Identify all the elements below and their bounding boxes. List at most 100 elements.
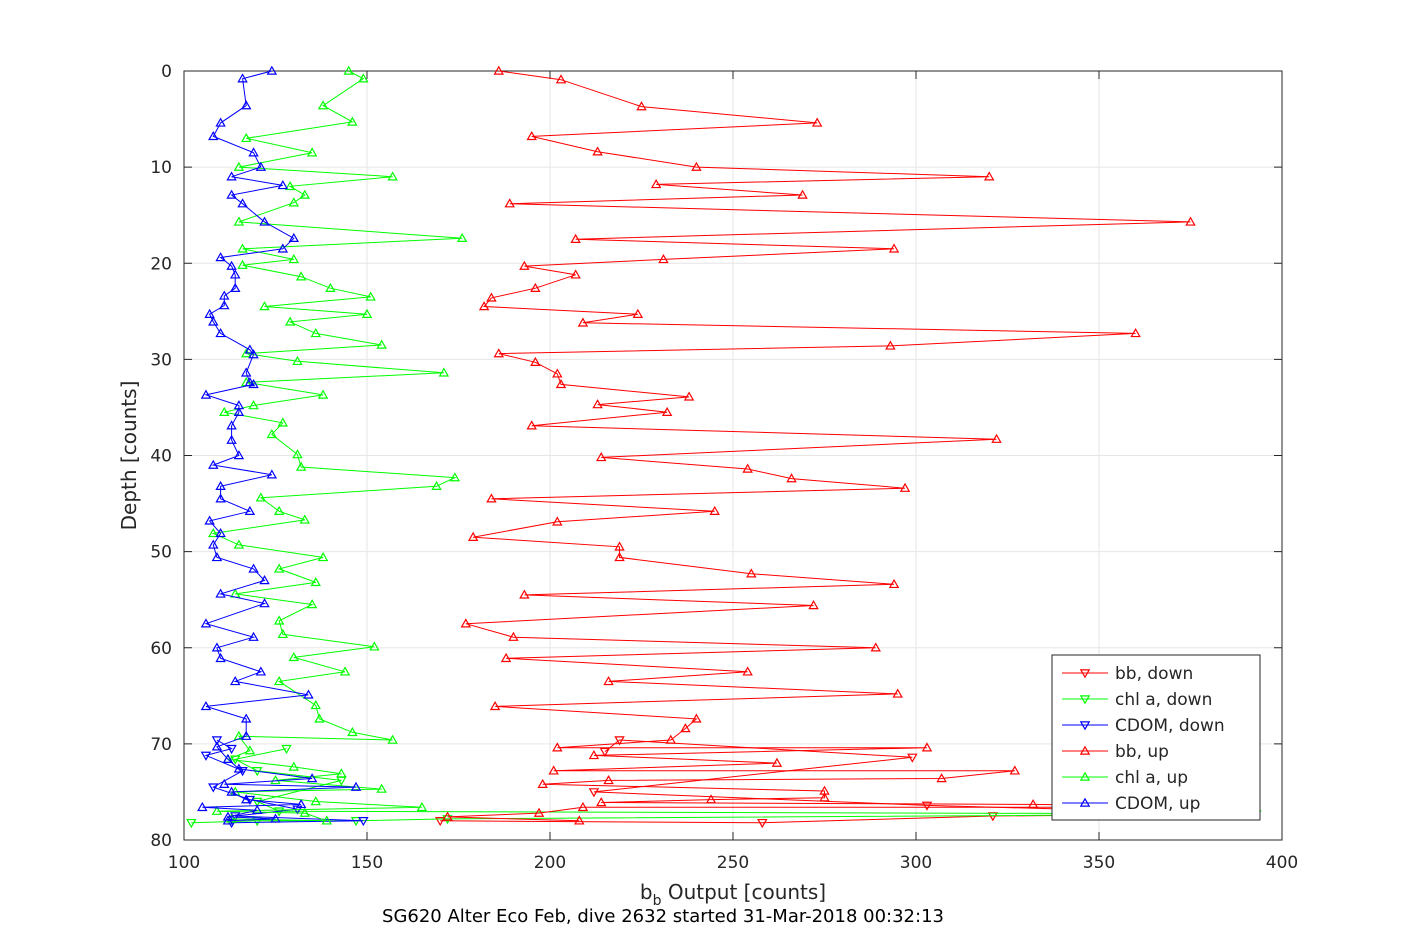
- data-point: [248, 349, 259, 359]
- data-point: [237, 73, 248, 83]
- data-point: [303, 689, 314, 699]
- data-point: [797, 189, 808, 199]
- data-point: [658, 253, 669, 264]
- data-point: [248, 147, 259, 157]
- data-point: [907, 753, 918, 763]
- data-point: [680, 723, 691, 733]
- ticks: 100 150 200 250 300 350 400 0 10 20 30 40 50 60 70 80: [150, 62, 1298, 873]
- data-point: [314, 713, 325, 723]
- y-tick-label: 0: [161, 62, 172, 82]
- data-point: [273, 615, 285, 625]
- data-point: [596, 452, 607, 462]
- data-point: [361, 308, 373, 318]
- data-point: [936, 773, 947, 783]
- data-point: [885, 340, 896, 350]
- data-point: [215, 480, 226, 491]
- data-point: [808, 600, 819, 610]
- data-point: [204, 515, 215, 525]
- data-point: [248, 400, 259, 410]
- data-point: [577, 317, 589, 327]
- legend-marker: [1079, 771, 1091, 781]
- data-point: [347, 116, 358, 126]
- data-point: [599, 747, 611, 757]
- x-tick-label: 400: [1266, 853, 1298, 873]
- y-tick-label: 30: [150, 350, 172, 370]
- data-point: [592, 146, 603, 156]
- data-point: [493, 65, 504, 75]
- legend-label: chl a, up: [1115, 768, 1188, 788]
- data-point: [211, 642, 223, 652]
- data-point: [991, 433, 1002, 443]
- data-point: [299, 807, 311, 817]
- data-point: [614, 551, 625, 562]
- data-point: [434, 817, 446, 827]
- data-point: [215, 652, 226, 663]
- data-point: [588, 788, 600, 798]
- data-point: [310, 700, 321, 710]
- data-point: [222, 811, 234, 821]
- data-point: [288, 232, 300, 243]
- data-point: [552, 368, 563, 378]
- data-point: [691, 161, 702, 171]
- data-point: [519, 260, 530, 270]
- data-point: [449, 472, 461, 482]
- data-point: [295, 271, 307, 281]
- data-point: [365, 291, 376, 301]
- data-point: [226, 260, 237, 270]
- data-point: [215, 328, 226, 338]
- legend-marker: [1079, 745, 1091, 755]
- data-point: [442, 815, 453, 825]
- data-point: [742, 463, 753, 473]
- data-point: [508, 631, 519, 641]
- data-point: [219, 300, 230, 310]
- data-point: [570, 269, 581, 279]
- data-point: [288, 253, 300, 264]
- data-point: [222, 815, 234, 825]
- data-point: [266, 469, 278, 479]
- data-point: [526, 130, 537, 141]
- data-point: [343, 65, 354, 75]
- data-point: [259, 301, 270, 311]
- legend-marker: [1079, 797, 1091, 807]
- legend-box: [1051, 654, 1261, 821]
- data-point: [819, 792, 830, 802]
- data-point: [226, 434, 237, 444]
- data-point: [237, 198, 248, 208]
- data-point: [709, 505, 720, 516]
- data-point: [208, 783, 219, 793]
- data-point: [574, 815, 585, 825]
- data-point: [416, 801, 428, 812]
- series-bb-up: [442, 65, 1251, 825]
- data-point: [292, 449, 303, 459]
- data-point: [456, 232, 468, 243]
- y-tick-label: 80: [150, 831, 172, 851]
- data-point: [757, 818, 768, 829]
- data-point: [467, 531, 479, 541]
- data-point: [226, 744, 237, 755]
- data-point: [219, 290, 230, 300]
- legend-label: chl a, down: [1115, 690, 1212, 710]
- data-point: [208, 527, 219, 538]
- data-point: [500, 652, 512, 663]
- data-point: [240, 100, 252, 110]
- data-point: [350, 781, 362, 791]
- data-point: [215, 493, 226, 503]
- data-point: [292, 355, 303, 366]
- data-point: [284, 180, 296, 191]
- data-point: [321, 815, 332, 825]
- data-point: [921, 742, 933, 752]
- data-point: [888, 243, 900, 253]
- data-point: [230, 675, 241, 686]
- data-point: [288, 761, 300, 771]
- data-point: [240, 730, 252, 740]
- data-point: [552, 742, 563, 752]
- data-point: [661, 406, 673, 416]
- data-point: [691, 713, 702, 723]
- data-point: [888, 578, 900, 589]
- legend-item: CDOM, up: [1062, 794, 1200, 814]
- data-point: [215, 117, 226, 127]
- data-point: [273, 675, 285, 686]
- y-tick-label: 40: [150, 447, 172, 467]
- data-point: [284, 316, 296, 326]
- data-point: [226, 786, 237, 796]
